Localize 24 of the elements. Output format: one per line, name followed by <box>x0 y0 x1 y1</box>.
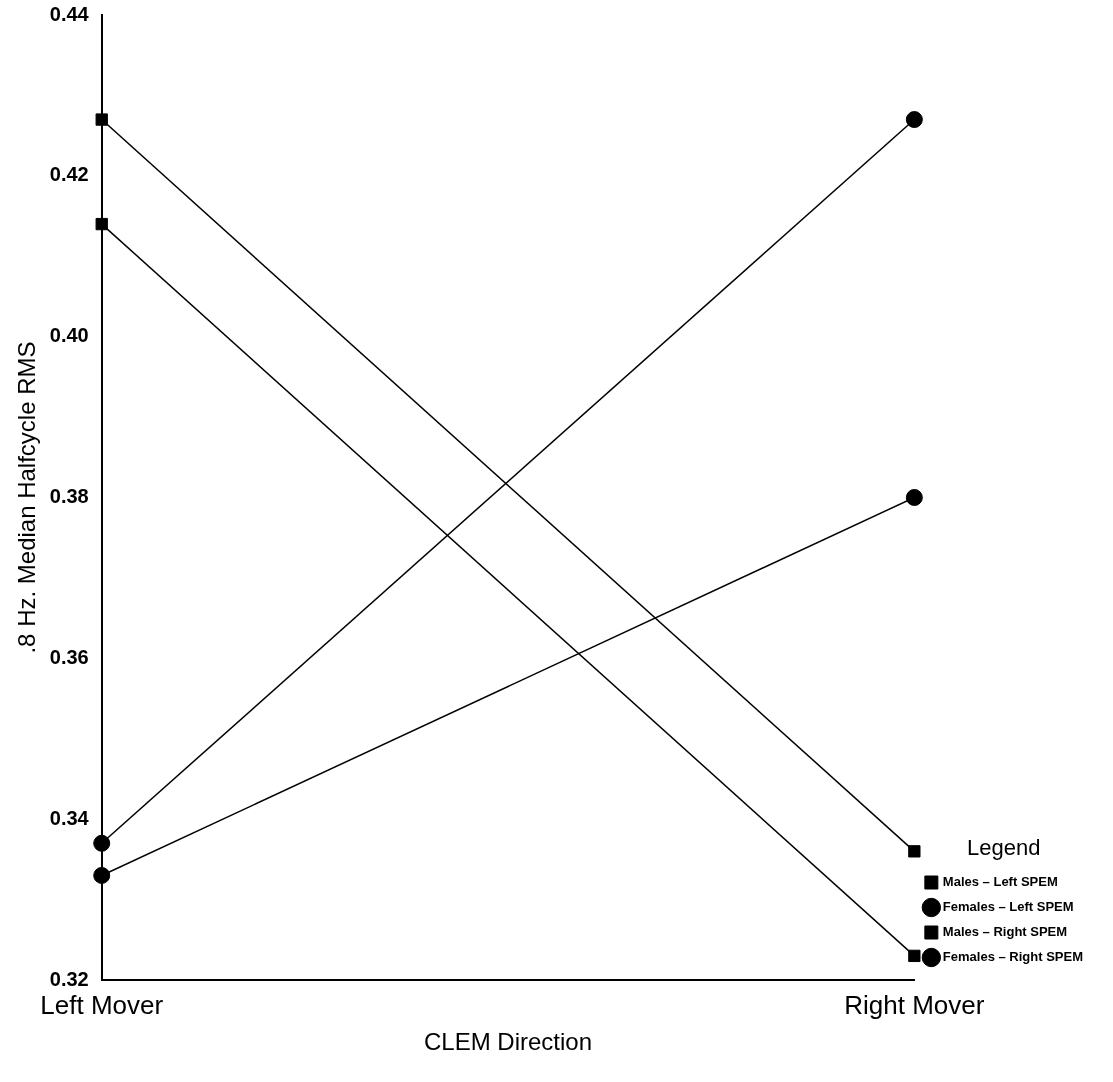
y-tick-label: 0.36 <box>49 645 89 668</box>
y-tick-label: 0.40 <box>49 324 89 347</box>
point <box>93 866 111 884</box>
legend-label: Males – Left SPEM <box>942 874 1058 890</box>
point <box>905 489 923 506</box>
legend-label: Females – Right SPEM <box>942 949 1084 965</box>
y-tick-label: 0.32 <box>49 967 89 990</box>
x-tick-label: Right Mover <box>844 989 985 1020</box>
legend-title: Legend <box>966 834 1041 860</box>
point <box>95 113 108 126</box>
point <box>93 834 111 852</box>
legend-label: Females – Left SPEM <box>942 899 1074 915</box>
legend-label: Males – Right SPEM <box>942 924 1068 940</box>
point <box>908 845 921 858</box>
x-tick-label: Left Mover <box>40 989 164 1020</box>
x-axis-title: CLEM Direction <box>424 1028 593 1056</box>
point <box>908 949 921 963</box>
y-tick-label: 0.44 <box>49 2 90 25</box>
point <box>95 217 108 231</box>
point <box>905 111 923 129</box>
y-tick-label: 0.42 <box>49 163 89 186</box>
y-axis-title: .8 Hz. Median Halfcycle RMS <box>13 341 41 654</box>
y-tick-label: 0.38 <box>49 485 89 508</box>
y-tick-label: 0.34 <box>49 806 90 829</box>
